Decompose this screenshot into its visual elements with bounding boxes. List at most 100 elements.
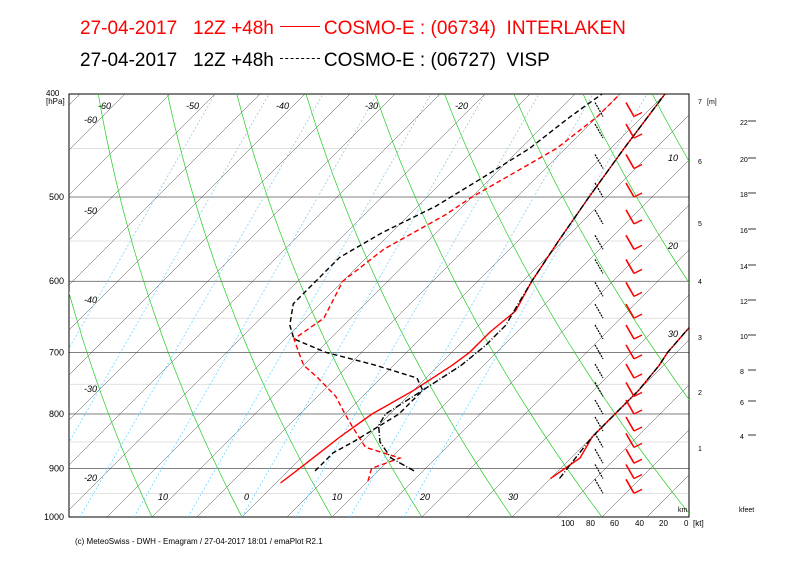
wind-tick-label: 60 [610, 519, 619, 528]
km-label: km [678, 507, 688, 514]
isotherm-label: -40 [84, 295, 97, 305]
wind-barb-flag [633, 268, 643, 275]
wind-barb-black [594, 416, 604, 432]
isotherm-line [69, 94, 441, 466]
wind-barb-flag [633, 133, 643, 139]
wind-barb-red [625, 448, 635, 464]
wind-tick-label: 100 [561, 519, 575, 528]
dry-adiabat-line [374, 94, 603, 517]
wind-barb-flag [633, 442, 643, 448]
isotherm-label: -20 [455, 101, 468, 111]
feet-tick-label: 20 [740, 157, 748, 164]
wind-barb-red [625, 464, 635, 479]
isotherm-line [556, 384, 689, 517]
wind-barb-red [625, 344, 635, 360]
wind-barb-red [625, 416, 635, 432]
isotherm-line [69, 94, 81, 106]
isotherm-line [466, 294, 689, 517]
y-tick-label: 900 [49, 463, 64, 473]
wind-barb-red [625, 399, 635, 415]
wind-barb-black [594, 433, 604, 448]
isotherm-line [0, 94, 35, 517]
wind-barb-flag [633, 192, 643, 198]
feet-tick-label: 14 [740, 264, 748, 271]
isotherm-label: -20 [84, 473, 97, 483]
wind-barb-black [594, 382, 604, 397]
dry-adiabat-line [513, 94, 689, 401]
y-tick-label: 800 [49, 409, 64, 419]
wind-barb-black [594, 282, 604, 297]
title-run: 12Z +48h [193, 50, 274, 71]
height-axis-unit: [m] [707, 99, 717, 106]
feet-tick-label: 6 [740, 400, 744, 407]
footer-credit: (c) MeteoSwiss - DWH - Emagram / 27-04-2… [75, 537, 323, 546]
dry-adiabat-line [305, 94, 513, 517]
isotherm-label: -30 [365, 101, 378, 111]
wind-barb-black [594, 235, 604, 250]
wind-barb-red [625, 281, 635, 297]
wind-axis-unit: [kt] [693, 519, 704, 528]
wind-barb-red [625, 432, 635, 448]
background-lines [0, 94, 800, 517]
isotherm-label: -30 [84, 384, 97, 394]
wind-barb-black [594, 464, 604, 479]
title-station: INTERLAKEN [506, 18, 626, 39]
wind-barb-red [625, 102, 635, 117]
wind-barb-black [594, 182, 604, 198]
mixing-ratio-line [133, 94, 378, 517]
wind-barb-flag [633, 111, 643, 118]
mixing-ratio-line [403, 94, 648, 517]
title-model: COSMO-E : (06727) [323, 50, 496, 71]
wind-barb-flag [633, 409, 643, 415]
isotherm-line [69, 94, 261, 286]
isotherm-line [421, 249, 689, 517]
height-tick-label: 5 [698, 221, 702, 228]
legend-swatch-dashdot [279, 57, 320, 59]
wind-tick-label: 80 [586, 519, 595, 528]
wind-barb-flag [633, 313, 643, 319]
mixing-ratio-line [295, 94, 540, 517]
feet-tick-label: 12 [740, 299, 748, 306]
isotherm-label: -40 [276, 101, 289, 111]
isotherm-label: -50 [186, 101, 199, 111]
series-line-2 [377, 94, 666, 472]
title-date: 27-04-2017 [80, 50, 178, 71]
title-model: COSMO-E : (06734) [323, 18, 496, 39]
height-tick-label: 7 [698, 99, 702, 106]
dry-adiabat-line [97, 94, 243, 517]
wind-barb-flag [633, 291, 643, 297]
height-tick-label: 2 [698, 390, 702, 397]
y-tick-label: 600 [49, 276, 64, 286]
wind-barb-black [594, 399, 604, 415]
legend-swatch-solid [279, 25, 320, 27]
wind-barb-red [625, 478, 635, 494]
isotherm-line [331, 159, 689, 517]
isotherm-line [782, 94, 800, 517]
wind-barb-black [594, 324, 604, 340]
wind-barb-flag [633, 354, 643, 360]
wind-barb-black [594, 303, 604, 319]
y-axis-unit: [hPa] [46, 97, 65, 106]
wind-tick-label: 20 [659, 519, 668, 528]
wind-barb-black [594, 259, 604, 274]
mixing-ratio-line [241, 94, 486, 517]
x-tick-label: 30 [508, 492, 518, 502]
y-tick-label: 500 [49, 192, 64, 202]
isotherm-line [241, 94, 666, 517]
wind-tick-label: 40 [635, 519, 644, 528]
wind-barb-flag [633, 426, 643, 432]
y-axis-top-label: 400 [46, 89, 60, 98]
isotherm-line [69, 94, 171, 196]
feet-tick-label: 10 [740, 334, 748, 341]
isotherm-line [601, 429, 689, 517]
wind-barb-flag [633, 391, 643, 397]
mixing-ratio-line [69, 94, 270, 443]
height-tick-label: 3 [698, 335, 702, 342]
isotherm-line [286, 114, 689, 517]
chart-header: 27-04-2017 12Z +48h COSMO-E : (06734) INT… [0, 0, 800, 90]
wind-barb-red [625, 259, 635, 274]
isotherm-line [151, 94, 576, 517]
legend-title-interlaken: 27-04-2017 12Z +48h COSMO-E : (06734) INT… [80, 18, 626, 40]
